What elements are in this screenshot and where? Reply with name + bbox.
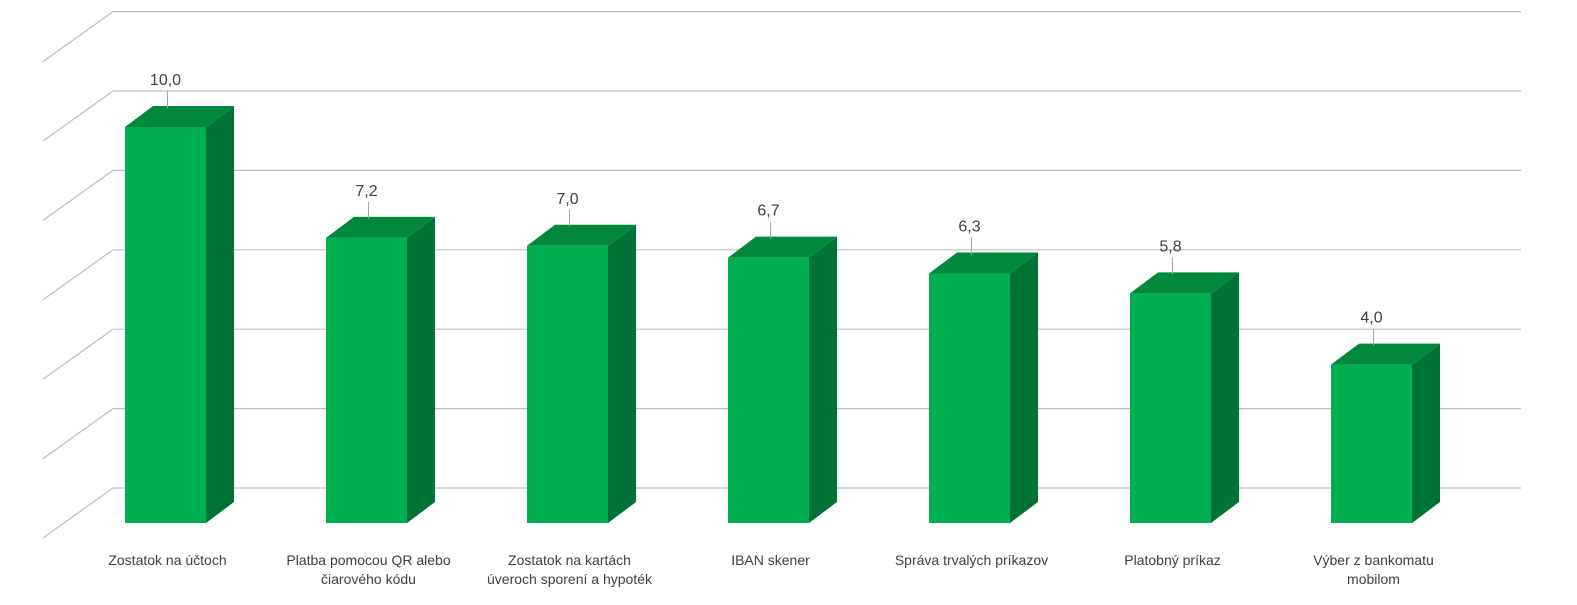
- gridline-depth: [42, 487, 114, 539]
- bar: [1130, 293, 1211, 523]
- value-label: 6,7: [757, 203, 779, 220]
- category-label: Zostatok na účtoch: [108, 552, 226, 568]
- bar-side: [1010, 252, 1038, 523]
- category-label: Výber z bankomatu mobilom: [1313, 552, 1434, 587]
- category-label-line: mobilom: [1347, 571, 1400, 587]
- category-label: Platba pomocou QR alebo čiarového kódu: [286, 552, 450, 587]
- category-label-line: Správa trvalých príkazov: [895, 552, 1048, 568]
- category-label-line: Výber z bankomatu: [1313, 552, 1434, 568]
- category-label-line: Platba pomocou QR alebo: [286, 552, 450, 568]
- category-label: Zostatok na kartách úveroch sporení a hyp…: [487, 552, 653, 587]
- value-label: 5,8: [1159, 238, 1181, 255]
- category-label-line: Zostatok na kartách: [508, 552, 631, 568]
- value-label: 6,3: [958, 219, 980, 236]
- bar-top: [527, 224, 636, 246]
- gridline-depth: [42, 169, 114, 221]
- gridline-depth: [42, 90, 114, 142]
- bar-top: [728, 236, 837, 258]
- bar: [326, 237, 407, 523]
- category-label-line: Platobný príkaz: [1124, 552, 1221, 568]
- gridline-depth: [42, 249, 114, 301]
- category-label-line: čiarového kódu: [321, 571, 416, 587]
- bar-side: [608, 224, 636, 524]
- value-label: 7,2: [355, 183, 377, 200]
- bar-top: [1130, 272, 1239, 294]
- gridline-depth: [42, 11, 114, 63]
- value-label: 4,0: [1360, 310, 1382, 327]
- bar-top: [326, 216, 435, 238]
- bar: [125, 127, 206, 523]
- gridline-depth: [42, 408, 114, 460]
- bar: [1331, 364, 1412, 523]
- category-label-line: Zostatok na účtoch: [108, 552, 226, 568]
- category-label-line: IBAN skener: [731, 552, 810, 568]
- value-label: 7,0: [556, 191, 578, 208]
- category-label: Správa trvalých príkazov: [895, 552, 1048, 568]
- gridline-depth: [42, 328, 114, 380]
- bar: [527, 245, 608, 524]
- bar-side: [1412, 343, 1440, 523]
- category-label-line: úveroch sporení a hypoték: [487, 571, 653, 587]
- bar: [929, 273, 1010, 523]
- bar-top: [929, 252, 1038, 274]
- category-label: Platobný príkaz: [1124, 552, 1221, 568]
- category-label: IBAN skener: [731, 552, 810, 568]
- bar-top: [125, 106, 234, 127]
- bar-side: [1211, 272, 1239, 523]
- value-label: 10,0: [150, 72, 181, 89]
- bar-side: [206, 106, 234, 523]
- bar: [728, 257, 809, 523]
- bar-side: [407, 216, 435, 523]
- bar-side: [809, 236, 837, 523]
- bar-top: [1331, 343, 1440, 365]
